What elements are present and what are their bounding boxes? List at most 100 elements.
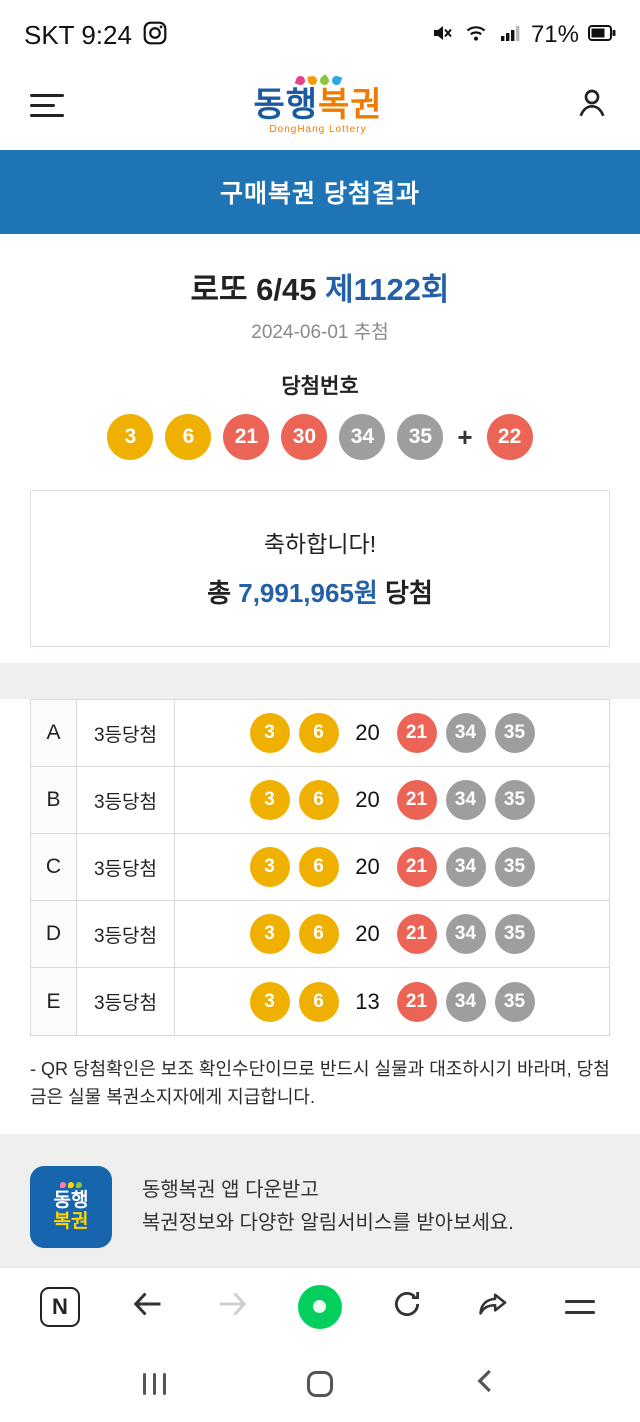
row-rank: 3등당첨 (77, 700, 175, 766)
congrats-box: 축하합니다! 총 7,991,965원 당첨 (30, 490, 610, 647)
bonus-number-ball: 22 (486, 414, 533, 460)
app-icon-text1: 동행 (53, 1189, 89, 1211)
table-row: A 3등당첨 3 6 20 21 34 35 (31, 700, 609, 767)
browser-toolbar: N (0, 1267, 640, 1345)
number-ball: 3 (249, 914, 290, 954)
profile-button[interactable] (570, 85, 610, 126)
winning-numbers-label: 당첨번호 (281, 375, 359, 398)
refresh-button[interactable] (383, 1283, 431, 1331)
table-row: B 3등당첨 3 6 20 21 34 35 (31, 767, 609, 834)
number-ball: 34 (445, 981, 486, 1022)
number-ball: 34 (445, 914, 486, 954)
number-ball: 3 (249, 847, 290, 887)
row-numbers: 3 6 20 21 34 35 (175, 834, 609, 900)
tabs-button[interactable] (556, 1283, 604, 1331)
prize-prefix: 총 (207, 578, 239, 608)
number-ball: 35 (494, 713, 535, 753)
battery-icon (588, 23, 616, 48)
forward-button[interactable] (209, 1283, 257, 1331)
recents-button[interactable] (130, 1360, 178, 1408)
number-ball: 35 (494, 847, 535, 887)
battery-percent: 71% (530, 21, 579, 48)
logo[interactable]: 동행복권 DongHang Lottery (253, 73, 382, 135)
winning-number-ball: 6 (165, 414, 212, 460)
number-ball: 6 (298, 914, 339, 954)
number-ball: 6 (298, 780, 339, 820)
naver-icon: N (40, 1286, 80, 1327)
row-numbers: 3 6 20 21 34 35 (175, 700, 609, 766)
prize-suffix: 당첨 (377, 578, 433, 608)
row-numbers: 3 6 20 21 34 35 (175, 767, 609, 833)
number-ball: 6 (298, 713, 339, 753)
number-ball: 21 (396, 914, 437, 954)
header: 동행복권 DongHang Lottery (0, 60, 640, 150)
row-label: B (31, 767, 77, 833)
naver-home-button[interactable] (296, 1283, 344, 1331)
back-button[interactable] (123, 1283, 171, 1331)
recents-icon (142, 1372, 166, 1395)
app-icon[interactable]: 동행 복권 (30, 1165, 112, 1248)
number-ball: 3 (249, 713, 290, 753)
number-ball: 35 (494, 981, 535, 1022)
page-title: 구매복권 당첨결과 (220, 180, 420, 208)
logo-subtext: DongHang Lottery (269, 123, 367, 135)
table-row: E 3등당첨 3 6 13 21 34 35 (31, 968, 609, 1035)
promo-line1: 동행복권 앱 다운받고 (142, 1178, 319, 1201)
naver-green-icon (297, 1284, 342, 1329)
row-label: A (31, 700, 77, 766)
winning-number-ball: 34 (339, 414, 386, 460)
number-ball: 21 (396, 780, 437, 820)
prize-amount: 7,991,965원 (238, 578, 378, 608)
carrier-time: SKT 9:24 (24, 19, 132, 50)
winning-number-ball: 21 (223, 414, 270, 460)
tabs-icon (564, 1299, 595, 1314)
row-rank: 3등당첨 (77, 901, 175, 967)
menu-button[interactable] (30, 93, 66, 117)
number-ball: 6 (298, 847, 339, 887)
app-icon-text2: 복권 (53, 1210, 89, 1232)
page-title-banner: 구매복권 당첨결과 (0, 150, 640, 234)
instagram-icon (142, 20, 168, 51)
promo-line2: 복권정보와 다양한 알림서비스를 받아보세요. (142, 1211, 514, 1234)
app-promo-section: 동행 복권 동행복권 앱 다운받고 복권정보와 다양한 알림서비스를 받아보세요… (0, 1133, 640, 1280)
wifi-icon (463, 21, 489, 50)
signal-icon (498, 21, 522, 50)
results-table: A 3등당첨 3 6 20 21 34 35 B 3등당첨 3 6 20 21 … (30, 699, 610, 1036)
row-label: E (31, 968, 77, 1035)
back-arrow-icon (129, 1286, 165, 1327)
prize-amount-line: 총 7,991,965원 당첨 (31, 573, 609, 610)
draw-date: 2024-06-01 추첨 (251, 322, 389, 343)
row-label: C (31, 834, 77, 900)
number-ball: 21 (396, 847, 437, 887)
footnote: - QR 당첨확인은 보조 확인수단이므로 반드시 실물과 대조하시기 바라며,… (30, 1059, 610, 1107)
android-back-button[interactable] (462, 1360, 510, 1408)
android-nav-bar (0, 1345, 640, 1422)
app-logo-mark-icon (60, 1181, 82, 1188)
status-bar: SKT 9:24 71% (0, 0, 640, 60)
forward-arrow-icon (215, 1286, 251, 1327)
winning-numbers: 3 6 21 30 34 35 + 22 (0, 414, 640, 460)
hamburger-icon (30, 93, 64, 97)
row-numbers: 3 6 13 21 34 35 (175, 968, 609, 1035)
row-label: D (31, 901, 77, 967)
number-ball: 34 (445, 847, 486, 887)
number-ball: 3 (249, 780, 290, 820)
person-icon (574, 85, 610, 126)
table-row: C 3등당첨 3 6 20 21 34 35 (31, 834, 609, 901)
plus-sign: + (457, 421, 473, 452)
number-plain: 20 (355, 921, 380, 946)
number-plain: 13 (355, 988, 380, 1014)
share-button[interactable] (469, 1283, 517, 1331)
home-button[interactable] (296, 1360, 344, 1408)
section-divider (0, 663, 640, 699)
number-ball: 21 (396, 713, 437, 753)
promo-text: 동행복권 앱 다운받고 복권정보와 다양한 알림서비스를 받아보세요. (142, 1174, 514, 1240)
winning-number-ball: 3 (107, 414, 154, 460)
number-ball: 6 (298, 981, 339, 1022)
naver-app-button[interactable]: N (36, 1283, 84, 1331)
number-ball: 3 (249, 981, 290, 1022)
table-row: D 3등당첨 3 6 20 21 34 35 (31, 901, 609, 968)
number-ball: 21 (396, 981, 437, 1022)
congrats-message: 축하합니다! (263, 531, 377, 557)
